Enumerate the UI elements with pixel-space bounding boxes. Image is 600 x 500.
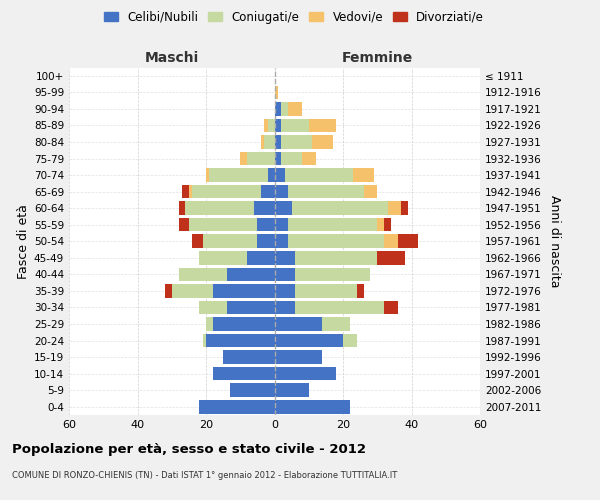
Bar: [295, 300, 384, 314]
Bar: [203, 334, 206, 347]
Text: COMUNE DI RONZO-CHIENIS (TN) - Dati ISTAT 1° gennaio 2012 - Elaborazione TUTTITA: COMUNE DI RONZO-CHIENIS (TN) - Dati ISTA…: [12, 471, 397, 480]
Bar: [292, 202, 388, 215]
Bar: [275, 317, 322, 331]
Bar: [227, 300, 275, 314]
Bar: [213, 317, 275, 331]
Bar: [275, 102, 281, 116]
Bar: [364, 185, 377, 198]
Bar: [182, 185, 189, 198]
Text: Femmine: Femmine: [341, 51, 413, 65]
Text: Maschi: Maschi: [145, 51, 199, 65]
Bar: [275, 400, 350, 413]
Bar: [275, 300, 295, 314]
Bar: [227, 268, 275, 281]
Bar: [213, 284, 275, 298]
Bar: [285, 168, 353, 182]
Bar: [172, 284, 213, 298]
Bar: [281, 152, 302, 166]
Bar: [206, 168, 209, 182]
Bar: [261, 185, 275, 198]
Bar: [230, 384, 275, 397]
Bar: [295, 268, 370, 281]
Bar: [264, 135, 275, 148]
Bar: [353, 168, 374, 182]
Bar: [254, 202, 275, 215]
Bar: [275, 284, 295, 298]
Bar: [288, 218, 377, 232]
Bar: [281, 102, 288, 116]
Bar: [288, 234, 384, 248]
Bar: [401, 202, 408, 215]
Bar: [275, 168, 285, 182]
Bar: [203, 234, 257, 248]
Bar: [189, 185, 193, 198]
Bar: [209, 168, 268, 182]
Bar: [295, 284, 356, 298]
Bar: [179, 268, 227, 281]
Bar: [275, 185, 288, 198]
Bar: [192, 234, 203, 248]
Bar: [343, 334, 356, 347]
Bar: [288, 102, 302, 116]
Bar: [264, 118, 268, 132]
Bar: [179, 218, 189, 232]
Bar: [240, 152, 247, 166]
Bar: [247, 251, 275, 264]
Bar: [193, 185, 261, 198]
Bar: [384, 218, 391, 232]
Bar: [268, 168, 275, 182]
Bar: [322, 317, 350, 331]
Bar: [189, 218, 257, 232]
Bar: [179, 202, 185, 215]
Bar: [275, 86, 278, 99]
Y-axis label: Fasce di età: Fasce di età: [17, 204, 30, 279]
Bar: [185, 202, 254, 215]
Bar: [302, 152, 316, 166]
Bar: [275, 367, 336, 380]
Bar: [281, 135, 312, 148]
Y-axis label: Anni di nascita: Anni di nascita: [548, 195, 561, 288]
Bar: [268, 118, 275, 132]
Bar: [275, 218, 288, 232]
Bar: [281, 118, 309, 132]
Bar: [199, 251, 247, 264]
Bar: [275, 350, 322, 364]
Bar: [247, 152, 275, 166]
Text: Popolazione per età, sesso e stato civile - 2012: Popolazione per età, sesso e stato civil…: [12, 442, 366, 456]
Bar: [199, 300, 227, 314]
Bar: [384, 234, 398, 248]
Bar: [275, 152, 281, 166]
Legend: Celibi/Nubili, Coniugati/e, Vedovi/e, Divorziati/e: Celibi/Nubili, Coniugati/e, Vedovi/e, Di…: [99, 6, 489, 28]
Bar: [377, 218, 384, 232]
Bar: [312, 135, 333, 148]
Bar: [275, 202, 292, 215]
Bar: [257, 234, 275, 248]
Bar: [295, 251, 377, 264]
Bar: [377, 251, 404, 264]
Bar: [213, 367, 275, 380]
Bar: [199, 400, 275, 413]
Bar: [275, 135, 281, 148]
Bar: [261, 135, 264, 148]
Bar: [165, 284, 172, 298]
Bar: [275, 118, 281, 132]
Bar: [309, 118, 336, 132]
Bar: [275, 234, 288, 248]
Bar: [398, 234, 418, 248]
Bar: [257, 218, 275, 232]
Bar: [275, 268, 295, 281]
Bar: [275, 334, 343, 347]
Bar: [206, 334, 275, 347]
Bar: [356, 284, 364, 298]
Bar: [206, 317, 213, 331]
Bar: [384, 300, 398, 314]
Bar: [388, 202, 401, 215]
Bar: [275, 384, 309, 397]
Bar: [288, 185, 364, 198]
Bar: [275, 251, 295, 264]
Bar: [223, 350, 275, 364]
